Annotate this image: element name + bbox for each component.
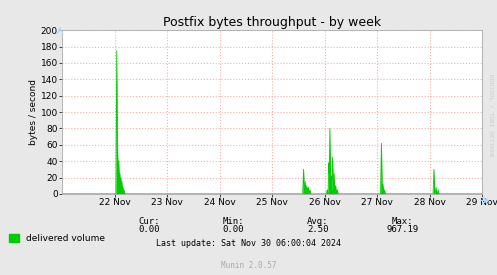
Text: 2.50: 2.50 xyxy=(307,226,329,234)
Text: Max:: Max: xyxy=(392,217,414,226)
Text: 0.00: 0.00 xyxy=(223,226,245,234)
Title: Postfix bytes throughput - by week: Postfix bytes throughput - by week xyxy=(163,16,381,29)
Text: RRDTOOL / TOBI OETIKER: RRDTOOL / TOBI OETIKER xyxy=(489,74,494,157)
Text: 0.00: 0.00 xyxy=(138,226,160,234)
Text: Avg:: Avg: xyxy=(307,217,329,226)
Text: Last update: Sat Nov 30 06:00:04 2024: Last update: Sat Nov 30 06:00:04 2024 xyxy=(156,239,341,248)
Y-axis label: bytes / second: bytes / second xyxy=(29,79,38,145)
Text: Cur:: Cur: xyxy=(138,217,160,226)
Text: Min:: Min: xyxy=(223,217,245,226)
Legend: delivered volume: delivered volume xyxy=(9,234,105,243)
Text: 967.19: 967.19 xyxy=(387,226,418,234)
Text: Munin 2.0.57: Munin 2.0.57 xyxy=(221,261,276,270)
